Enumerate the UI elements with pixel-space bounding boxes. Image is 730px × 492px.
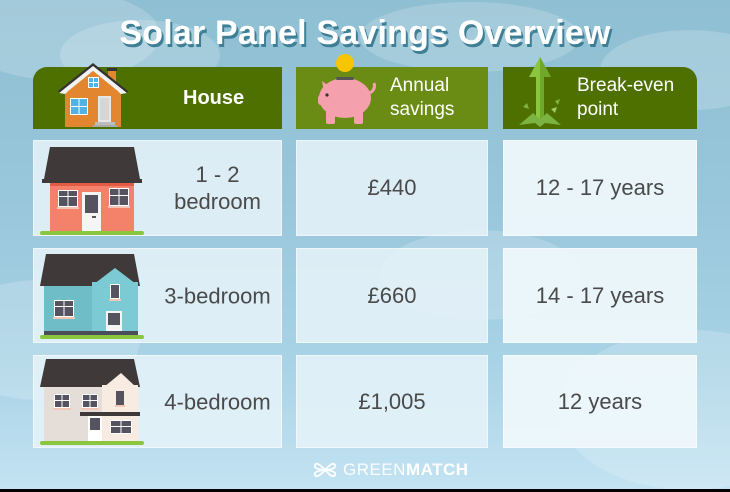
header-line: point [577, 99, 619, 120]
green-arrow-breakthrough-icon [519, 57, 561, 127]
header-break-even-label: Break-even point [577, 74, 674, 122]
house-type-label: 1 - 2 bedroom [154, 161, 281, 215]
red-house-icon [40, 147, 144, 235]
table-row-annual-savings-cell: £1,005 [296, 355, 488, 448]
house-type-line: 3-bedroom [164, 283, 271, 308]
header-house-label: House [183, 87, 245, 109]
header-line: savings [390, 99, 455, 120]
blue-house-icon [40, 254, 144, 339]
break-even-value: 14 - 17 years [535, 282, 665, 308]
cloud-decoration [360, 2, 580, 72]
cream-house-icon [40, 359, 144, 445]
break-even-value: 12 years [557, 388, 643, 414]
table-row-house-cell: 4-bedroom [33, 355, 282, 448]
greenmatch-logo: GREEN MATCH [313, 458, 469, 482]
house-type-line: 4-bedroom [164, 389, 271, 414]
house-type-label: 3-bedroom [154, 282, 281, 309]
house-type-line: 1 - 2 [195, 162, 240, 187]
header-line: Annual [390, 75, 450, 96]
house-type-label: 4-bedroom [154, 388, 281, 415]
annual-savings-value: £660 [367, 282, 417, 308]
header-line: Break-even [577, 75, 675, 96]
table-row-house-cell: 3-bedroom [33, 248, 282, 343]
house-type-line: bedroom [174, 189, 261, 214]
piggy-bank-coin-icon [318, 54, 376, 124]
annual-savings-value: £440 [367, 175, 417, 200]
table-row-annual-savings-cell: £660 [296, 248, 488, 343]
column-header-break-even: Break-even point [503, 57, 697, 129]
header-annual-savings-label: Annual savings [390, 74, 454, 122]
table-row-house-cell: 1 - 2 bedroom [33, 140, 282, 236]
column-header-house: House [33, 63, 282, 129]
column-header-annual-savings: Annual savings [296, 54, 488, 129]
table-row-break-even-cell: 12 - 17 years [503, 140, 697, 236]
break-even-value: 12 - 17 years [535, 175, 665, 200]
table-row-annual-savings-cell: £440 [296, 140, 488, 236]
annual-savings-value: £1,005 [358, 388, 426, 414]
page-title: Solar Panel Savings Overview [119, 14, 611, 52]
logo-text-match: MATCH [405, 460, 469, 479]
table-row-break-even-cell: 14 - 17 years [503, 248, 697, 343]
logo-text-green: GREEN [343, 460, 406, 479]
table-row-break-even-cell: 12 years [503, 355, 697, 448]
orange-house-icon [58, 63, 128, 127]
greenmatch-flower-logo-icon [313, 462, 337, 478]
